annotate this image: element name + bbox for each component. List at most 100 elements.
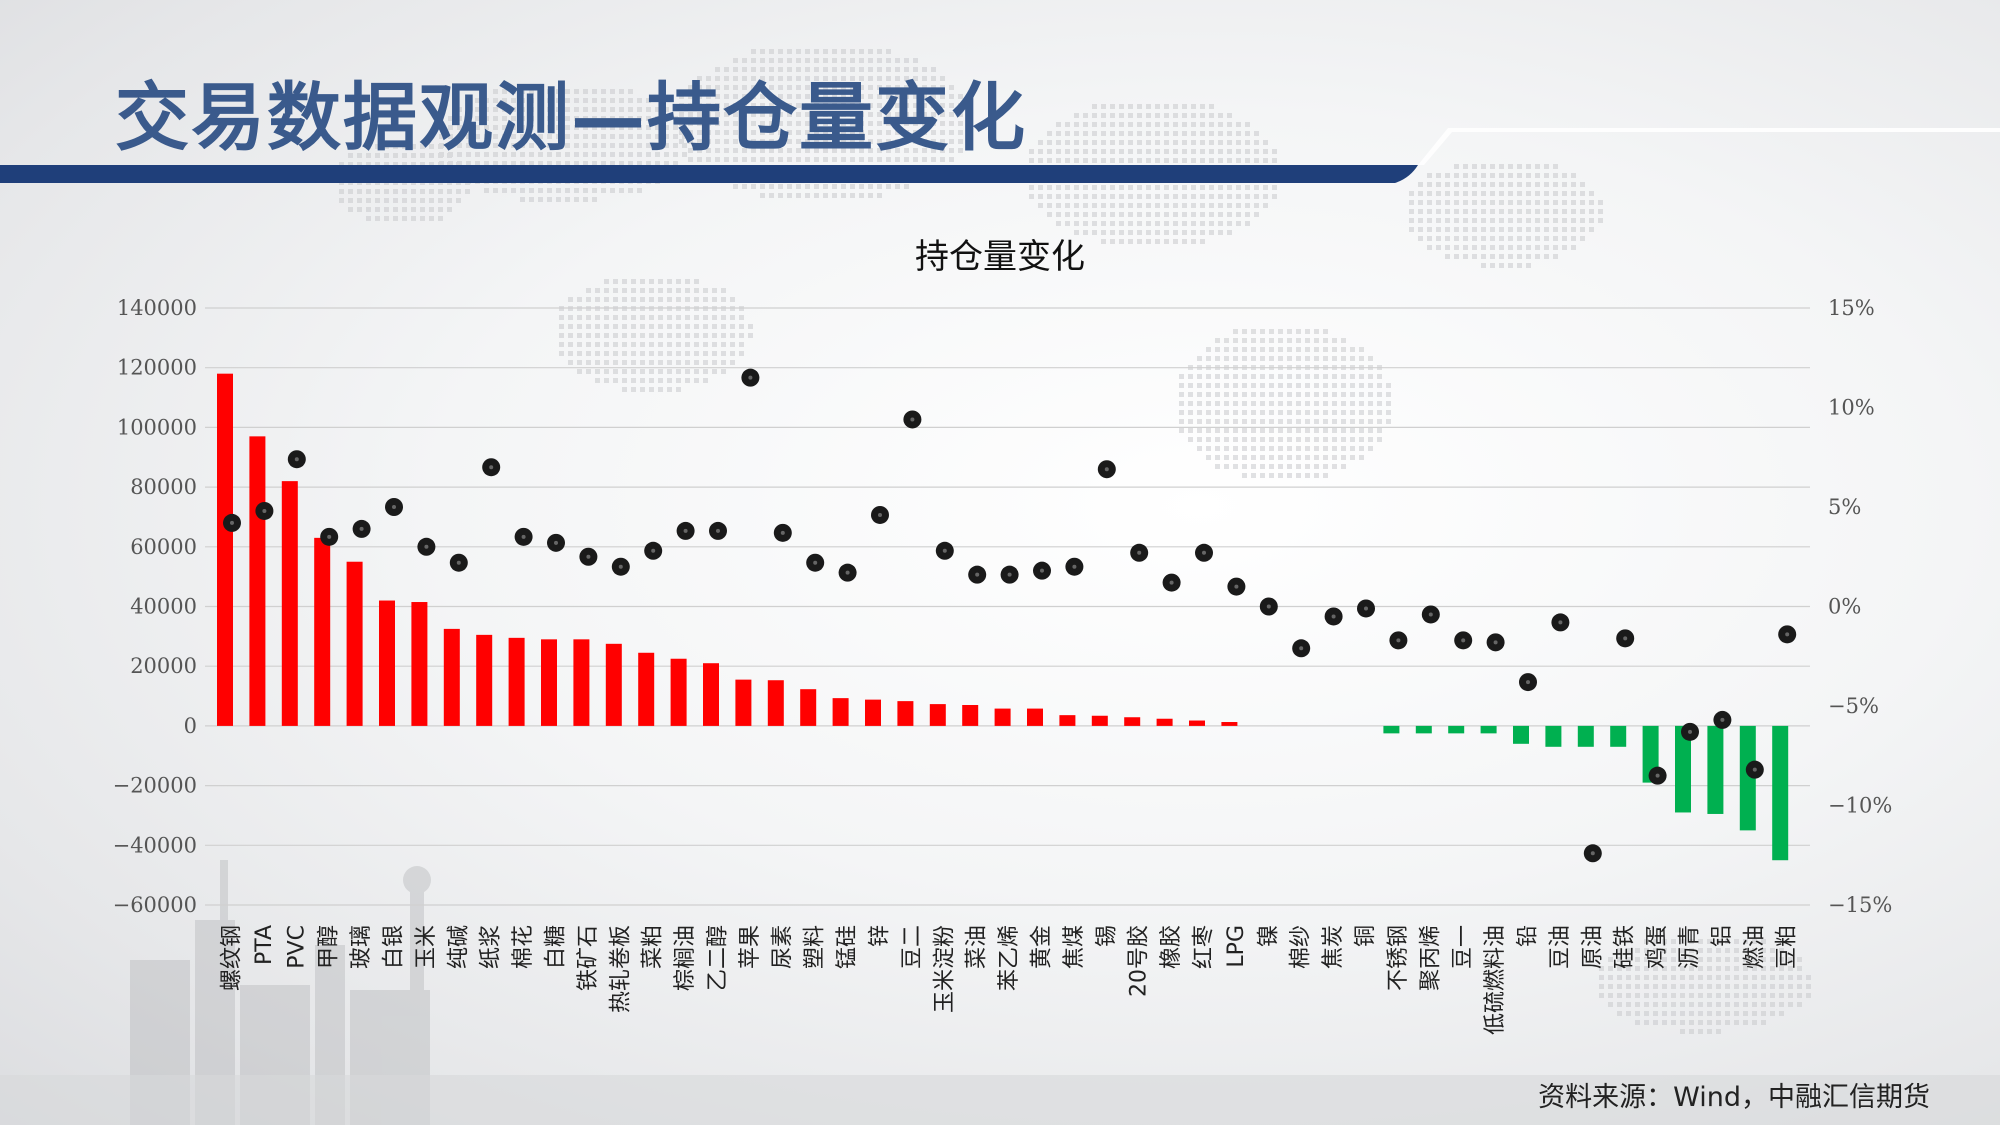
bar [281, 481, 298, 726]
category-label: 镍 [1256, 925, 1281, 947]
bar [217, 373, 233, 726]
chart-title: 持仓量变化 [915, 237, 1085, 277]
category-label: 白糖 [544, 925, 569, 969]
right-axis-tick-label: 5% [1828, 495, 1861, 519]
scatter-point-highlight [489, 465, 494, 470]
bar [897, 701, 914, 726]
scatter-point-highlight [554, 540, 558, 545]
left-axis-tick-label: 120000 [117, 356, 197, 380]
scatter-point-highlight [230, 520, 234, 525]
left-axis-tick-label: 20000 [130, 654, 197, 678]
scatter-point-highlight [1104, 467, 1109, 472]
bar [929, 704, 946, 726]
category-label: 白银 [382, 925, 407, 969]
bar [379, 600, 395, 726]
scatter-point-highlight [1234, 584, 1239, 589]
category-label: 焦煤 [1062, 925, 1087, 969]
scatter-point-highlight [942, 548, 947, 553]
bar [411, 602, 428, 726]
bar [1059, 715, 1076, 726]
source-note: 资料来源：Wind，中融汇信期货 [1538, 1082, 1930, 1113]
bar [1675, 725, 1691, 813]
scatter-point-highlight [327, 534, 332, 539]
right-axis-ticks: 15% 10% 5% 0% −5% −10% −15% [1828, 296, 1892, 917]
category-label: 尿素 [770, 925, 795, 969]
scatter-point-highlight [1396, 638, 1401, 643]
category-label: 玉米 [414, 925, 439, 969]
category-label: 乙二醇 [706, 925, 731, 991]
bar [1707, 725, 1724, 814]
bar [346, 561, 363, 726]
scatter-point-highlight [1590, 851, 1595, 856]
bar [1545, 725, 1562, 747]
bar [573, 639, 590, 726]
bar [1189, 720, 1205, 726]
bar [1221, 722, 1238, 726]
scatter-point-highlight [716, 528, 720, 533]
scatter-point-highlight [1493, 640, 1498, 645]
bar [508, 637, 525, 726]
scatter-point-highlight [359, 526, 364, 531]
scatter-point-highlight [1785, 632, 1790, 637]
left-axis-ticks: 140000 120000 100000 80000 60000 40000 20000 0 −… [113, 296, 197, 917]
scatter-point-highlight [780, 530, 785, 535]
bar [1513, 725, 1529, 744]
world-map-dots-decoration [339, 49, 1811, 1034]
bar [994, 708, 1011, 726]
category-label: 菜粕 [641, 925, 666, 969]
category-label: 聚丙烯 [1418, 925, 1443, 991]
bar [443, 628, 460, 726]
bar [800, 689, 817, 726]
right-axis-tick-label: −15% [1828, 893, 1892, 917]
category-label: 铜 [1354, 925, 1379, 947]
bar [767, 680, 784, 726]
scatter-series [223, 368, 1797, 863]
bar [1772, 725, 1789, 861]
category-label: 棉纱 [1289, 925, 1314, 969]
scatter-point-highlight [618, 564, 623, 569]
scatter-point-highlight [456, 560, 461, 565]
left-axis-tick-label: −20000 [113, 774, 197, 798]
category-label: 豆一 [1451, 925, 1476, 969]
category-label: 低硫燃料油 [1483, 925, 1508, 1035]
scatter-point-highlight [910, 417, 915, 422]
scatter-point-highlight [1655, 773, 1660, 778]
category-label: 锰硅 [835, 925, 860, 969]
bar [314, 537, 331, 726]
category-label: 燃油 [1742, 925, 1767, 969]
bar [1383, 725, 1400, 734]
scatter-point-highlight [845, 570, 850, 575]
category-label: PTA [252, 925, 277, 965]
category-label: 豆粕 [1775, 925, 1800, 969]
category-label: 铁矿石 [576, 925, 601, 991]
bar [1156, 718, 1173, 726]
category-label: 铝 [1710, 925, 1735, 947]
scatter-point-highlight [1331, 614, 1336, 619]
category-label: 豆油 [1548, 925, 1573, 969]
category-label: 红枣 [1192, 925, 1217, 969]
category-label: 玉米淀粉 [932, 925, 957, 1013]
category-label: 黄金 [1030, 925, 1055, 969]
scatter-point-highlight [1040, 568, 1044, 573]
category-label: 沥青 [1678, 925, 1703, 969]
bar [1091, 715, 1108, 726]
bar-series [217, 373, 1789, 861]
scatter-point-highlight [1461, 638, 1466, 643]
scatter-point-highlight [1364, 606, 1368, 611]
category-label: 锌 [868, 925, 893, 947]
bar [605, 643, 622, 726]
bar [541, 639, 557, 726]
left-axis-tick-label: 100000 [117, 415, 197, 439]
scatter-point-highlight [651, 548, 656, 553]
scatter-point-highlight [1558, 620, 1563, 625]
bar [832, 698, 849, 726]
bar [670, 658, 687, 726]
left-axis-tick-label: −60000 [113, 893, 197, 917]
right-axis-tick-label: 0% [1828, 595, 1861, 619]
right-axis-tick-label: −5% [1828, 694, 1879, 718]
category-label: 纸浆 [479, 925, 504, 969]
category-label: 棉花 [511, 925, 536, 969]
bar [476, 634, 493, 726]
scatter-point-highlight [1623, 636, 1628, 641]
bar [1610, 725, 1627, 747]
